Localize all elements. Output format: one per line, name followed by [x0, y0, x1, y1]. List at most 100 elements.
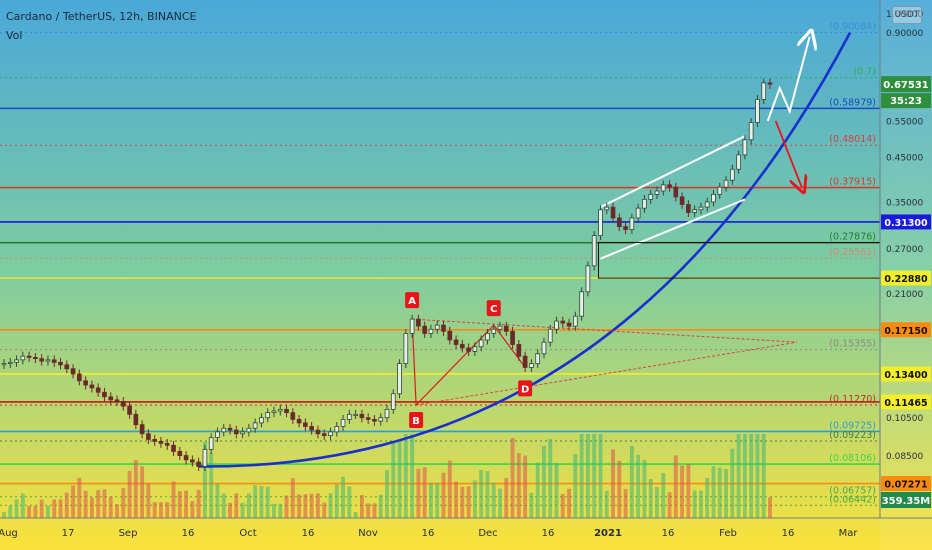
candle-body	[45, 359, 51, 362]
candle-body	[114, 399, 120, 402]
x-tick-label: 16	[662, 528, 675, 539]
level-price-tag	[881, 394, 931, 410]
volume-bar	[309, 493, 314, 518]
candle-body	[497, 325, 503, 330]
volume-bar	[385, 470, 389, 518]
candle-body	[453, 339, 459, 345]
volume-bar	[454, 481, 458, 518]
x-tick-label: 16	[782, 528, 795, 539]
volume-bar	[272, 503, 276, 518]
candle-body	[265, 412, 271, 419]
volume-bar	[768, 497, 772, 518]
candle-body	[120, 400, 126, 407]
volume-bar	[761, 434, 766, 518]
volume-bar	[20, 493, 25, 518]
volume-bar	[485, 471, 490, 518]
volume-bar	[516, 453, 521, 518]
bullish-projection-arrow	[766, 37, 810, 122]
volume-bar	[190, 501, 195, 518]
volume-bar	[146, 483, 151, 518]
volume-bar	[447, 460, 452, 518]
level-label: (0.27876)	[829, 232, 876, 243]
candle-body	[196, 461, 201, 467]
triangle-upper-line	[412, 318, 798, 343]
candle-body	[767, 82, 773, 85]
volume-bar	[579, 434, 584, 518]
candle-body	[240, 431, 245, 435]
candle-body	[736, 154, 741, 170]
candle-body	[723, 179, 729, 188]
volume-bar	[667, 492, 672, 518]
candle-body	[152, 439, 158, 442]
volume-bar	[171, 481, 176, 518]
candle-body	[623, 226, 628, 230]
candle-body	[246, 427, 252, 433]
candle-body	[416, 318, 421, 327]
candle-body	[64, 364, 70, 370]
time-axis[interactable]: Aug 17 Sep 16 Oct 16 Nov 16 Dec 16 2021 16 Feb 16 Mar	[0, 528, 858, 539]
volume-bar	[724, 469, 728, 518]
candle-body	[127, 405, 132, 415]
volume-bar	[341, 476, 345, 518]
candle-body	[635, 207, 641, 219]
candle-body	[704, 201, 710, 208]
volume-bar	[498, 488, 502, 518]
candle-body	[95, 387, 101, 393]
volume-bar	[328, 493, 333, 518]
currency-button[interactable]: USDT	[892, 6, 922, 24]
candle-body	[698, 206, 704, 211]
volume-bar	[316, 493, 320, 518]
volume-bar	[623, 489, 628, 518]
candle-body	[390, 393, 396, 410]
candle-body	[591, 235, 597, 267]
volume-bar	[491, 482, 496, 518]
candle-body	[39, 358, 45, 362]
candle-body	[529, 363, 534, 368]
y-tick-label: 0.55000	[886, 117, 923, 127]
volume-bar	[140, 466, 145, 518]
volume-bar	[673, 455, 678, 518]
candle-body	[139, 424, 145, 435]
volume-bar	[202, 442, 207, 518]
x-tick-label: 2021	[594, 528, 622, 539]
y-tick-label: 0.08500	[886, 452, 923, 462]
candle-body	[372, 419, 377, 422]
candle-body	[478, 339, 484, 348]
candle-body	[108, 396, 114, 401]
level-price-tag	[881, 270, 931, 286]
volume-bar	[749, 434, 754, 518]
candle-body	[761, 82, 767, 100]
volume-bar	[560, 493, 565, 518]
candle-body	[177, 451, 183, 456]
price-axis[interactable]: 1.00000 0.90000 0.55000 0.45000 0.35000 0.270…	[886, 10, 923, 462]
volume-bar	[165, 502, 170, 518]
candle-body	[303, 422, 308, 427]
level-label: (0.37915)	[829, 177, 876, 188]
candle-body	[616, 217, 622, 227]
volume-bar	[115, 504, 119, 518]
candle-body	[491, 328, 497, 334]
candle-body	[158, 440, 164, 444]
volume-bar	[284, 495, 289, 518]
candle-body	[277, 408, 283, 412]
candle-body	[422, 325, 428, 334]
level-price-tag-label: 0.11465	[884, 398, 927, 409]
last-price-label: 0.67531	[883, 80, 929, 91]
volume-bar	[542, 445, 546, 518]
volume-bar	[705, 477, 710, 518]
x-tick-label: 16	[302, 528, 315, 539]
level-label: (0.06757)	[829, 486, 876, 497]
volume-bar	[629, 445, 634, 518]
candle-body	[7, 361, 13, 364]
volume-bar	[548, 438, 553, 518]
volume-bar	[699, 490, 703, 518]
volume-bar	[2, 512, 6, 518]
volume-bars	[2, 434, 772, 518]
candle-body	[328, 431, 333, 437]
volume-bar	[604, 490, 609, 518]
x-tick-label: Aug	[0, 528, 18, 539]
y-tick-label: 0.35000	[886, 198, 923, 208]
volume-bar	[422, 467, 427, 518]
volume-bar	[523, 455, 528, 518]
volume-bar	[680, 465, 685, 518]
